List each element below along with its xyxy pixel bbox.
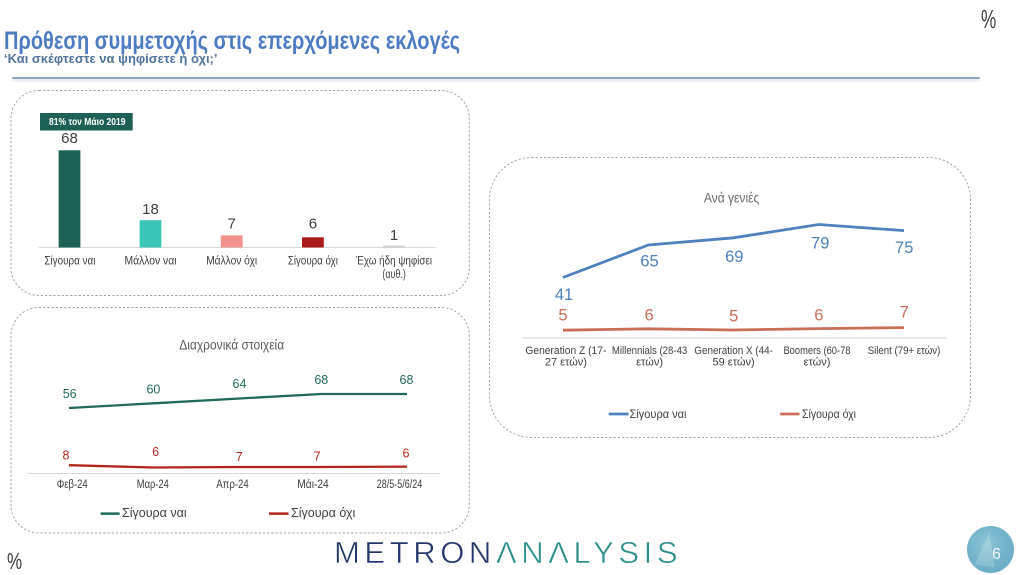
svg-text:79: 79 [811, 234, 829, 252]
svg-text:Σίγουρα όχι: Σίγουρα όχι [802, 409, 856, 421]
svg-text:ετών): ετών) [804, 357, 831, 369]
svg-text:Millennials (28-43: Millennials (28-43 [612, 345, 687, 357]
svg-text:60: 60 [146, 382, 160, 396]
svg-text:Σίγουρα όχι: Σίγουρα όχι [291, 506, 356, 520]
svg-text:7: 7 [228, 215, 236, 232]
svg-text:ετών): ετών) [636, 357, 663, 369]
svg-text:8: 8 [63, 449, 70, 463]
svg-text:Σίγουρα ναι: Σίγουρα ναι [630, 409, 687, 421]
svg-text:Boomers (60-78: Boomers (60-78 [783, 345, 850, 357]
svg-text:7: 7 [900, 304, 909, 322]
svg-text:(αυθ.): (αυθ.) [382, 269, 406, 281]
svg-text:64: 64 [233, 377, 247, 391]
svg-text:27 ετών): 27 ετών) [545, 357, 587, 369]
svg-text:Silent (79+ ετών): Silent (79+ ετών) [868, 345, 941, 357]
svg-text:28/5-5/6/24: 28/5-5/6/24 [377, 479, 423, 491]
svg-text:5: 5 [729, 308, 738, 326]
svg-text:Σίγουρα ναι: Σίγουρα ναι [122, 506, 187, 520]
svg-text:Σίγουρα ναι: Σίγουρα ναι [44, 255, 95, 267]
svg-text:41: 41 [555, 286, 573, 304]
svg-text:5: 5 [558, 307, 567, 325]
svg-text:Φεβ-24: Φεβ-24 [57, 479, 88, 491]
svg-text:Σίγουρα όχι: Σίγουρα όχι [288, 255, 338, 267]
svg-text:56: 56 [63, 387, 77, 401]
svg-text:Απρ-24: Απρ-24 [216, 479, 249, 491]
svg-text:68: 68 [400, 373, 414, 387]
svg-text:Generation Z (17-: Generation Z (17- [525, 345, 606, 357]
svg-text:6: 6 [152, 445, 159, 459]
svg-text:Ανά γενιές: Ανά γενιές [704, 190, 760, 206]
svg-text:Generation X (44-: Generation X (44- [694, 345, 773, 357]
svg-text:59 ετών): 59 ετών) [713, 357, 755, 369]
svg-text:Μάλλον ναι: Μάλλον ναι [125, 255, 177, 267]
svg-text:1: 1 [390, 227, 398, 244]
svg-text:7: 7 [236, 450, 243, 464]
svg-text:Μάλλον όχι: Μάλλον όχι [206, 255, 257, 267]
svg-text:Μάι-24: Μάι-24 [297, 479, 329, 491]
svg-text:69: 69 [725, 248, 743, 266]
svg-text:6: 6 [309, 215, 317, 232]
svg-text:7: 7 [314, 450, 321, 464]
svg-text:6: 6 [403, 447, 410, 461]
svg-text:18: 18 [142, 201, 159, 218]
svg-text:68: 68 [61, 130, 78, 147]
svg-text:Διαχρονικά στοιχεία: Διαχρονικά στοιχεία [179, 337, 284, 353]
svg-text:75: 75 [895, 239, 913, 257]
svg-text:6: 6 [814, 307, 823, 325]
svg-text:65: 65 [640, 253, 658, 271]
svg-text:Έχω ήδη ψηφίσει: Έχω ήδη ψηφίσει [355, 255, 432, 267]
svg-text:68: 68 [314, 373, 328, 387]
svg-text:81% τον Μάιο 2019: 81% τον Μάιο 2019 [49, 117, 126, 128]
svg-text:6: 6 [645, 307, 654, 325]
svg-text:Μαρ-24: Μαρ-24 [137, 479, 169, 491]
